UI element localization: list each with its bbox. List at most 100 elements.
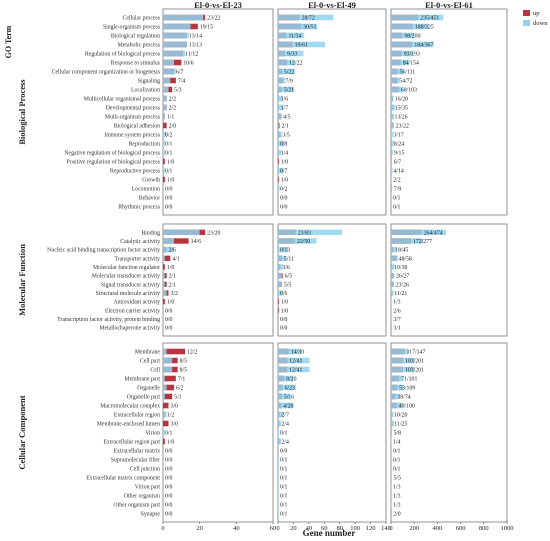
category-label: Cell junction xyxy=(130,467,160,473)
bar-down xyxy=(278,290,283,296)
bar-down xyxy=(391,95,394,102)
bar-down xyxy=(278,264,283,270)
bar-down xyxy=(391,316,392,322)
category-label: Signaling xyxy=(138,79,160,85)
bar-down xyxy=(278,32,305,39)
data-label: 11/12 xyxy=(185,52,198,58)
tick-label: 0 xyxy=(276,525,279,532)
data-label: 6/5 xyxy=(285,274,293,280)
bar-down xyxy=(278,501,279,508)
bar-down xyxy=(163,50,185,57)
data-label: 4/20 xyxy=(283,404,293,410)
data-label: 22/50 xyxy=(297,239,310,245)
category-label: Reproduction xyxy=(128,142,160,148)
category-label: Extracellular matrix component xyxy=(86,476,160,482)
data-label: 0/1 xyxy=(165,431,173,437)
data-label: 11/25 xyxy=(394,422,407,428)
data-label: 1/2 xyxy=(167,413,175,419)
bar-down xyxy=(278,113,282,120)
bar-down xyxy=(391,131,393,138)
go-term-axis-title: GO Term xyxy=(4,25,13,58)
legend-label: down xyxy=(533,20,548,27)
data-label: 172/277 xyxy=(413,239,432,245)
data-label: 6/23 xyxy=(285,386,295,392)
data-label: 0/1 xyxy=(280,494,288,500)
bar-down xyxy=(391,357,415,364)
category-label: Synapse xyxy=(141,512,161,518)
bar-up xyxy=(163,264,165,270)
bar-down xyxy=(163,375,165,382)
bar-up xyxy=(163,384,174,391)
data-label: 16/20 xyxy=(395,97,408,103)
bar-down xyxy=(163,429,165,436)
bar-down xyxy=(391,281,395,288)
category-label: Extracellular region part xyxy=(103,440,160,446)
data-label: 54/72 xyxy=(399,79,412,85)
data-label: 0/1 xyxy=(280,512,288,518)
bar-down xyxy=(391,411,394,418)
data-label: 11/21 xyxy=(394,291,407,297)
data-label: 26/27 xyxy=(396,274,409,280)
panels: El-0-vs-El-23 El-0-vs-El-49 El-0-vs-El-61 C… xyxy=(47,0,513,532)
bar-down xyxy=(163,348,167,355)
bar-up xyxy=(278,176,279,183)
tick-label: 140 xyxy=(381,525,391,532)
data-label: 0/0 xyxy=(280,196,288,202)
data-label: 0/1 xyxy=(280,458,288,464)
bar-down xyxy=(163,104,167,111)
data-label: 8/5 xyxy=(180,359,188,365)
bar-down xyxy=(278,77,285,84)
bar-down xyxy=(278,456,279,463)
tick-label: 200 xyxy=(409,525,419,532)
bar-down xyxy=(278,238,317,244)
bar-down xyxy=(278,483,279,490)
bar-down xyxy=(391,393,400,400)
bar-up xyxy=(163,272,167,279)
data-label: 0/0 xyxy=(280,205,288,211)
data-label: 0/0 xyxy=(165,308,173,314)
bar-down xyxy=(391,429,392,436)
bar-down xyxy=(278,50,304,57)
bar-down xyxy=(391,140,394,147)
legend-swatch xyxy=(523,10,530,16)
bar-down xyxy=(391,238,424,244)
data-label: 2/1 xyxy=(169,282,177,288)
data-label: 2/2 xyxy=(393,178,401,184)
data-label: 1/4 xyxy=(281,151,289,157)
bar-down xyxy=(391,32,415,39)
category-label: Supramolecular fiber xyxy=(111,457,160,464)
bar-down xyxy=(163,272,165,279)
data-label: 5/16 xyxy=(284,395,294,401)
data-label: 14/30 xyxy=(291,350,304,356)
data-label: 8/5 xyxy=(180,368,188,374)
panel-title: El-0-vs-El-49 xyxy=(308,0,356,10)
bar-down xyxy=(163,95,167,102)
bar-down xyxy=(391,50,414,57)
data-label: 0/7 xyxy=(280,169,288,175)
data-label: 2/1 xyxy=(282,124,290,130)
data-label: 13/13 xyxy=(189,43,202,49)
category-label: Cell part xyxy=(140,359,161,365)
data-label: 2/0 xyxy=(169,124,177,130)
bar-down xyxy=(163,59,174,66)
data-label: 0/0 xyxy=(280,326,288,332)
data-label: 0/0 xyxy=(165,196,173,202)
data-label: 1/0 xyxy=(167,160,175,166)
category-label: Cellular process xyxy=(122,16,160,22)
bar-up xyxy=(163,420,169,427)
category-label: Other organism part xyxy=(113,503,160,509)
category-label: Growth xyxy=(142,178,160,184)
bar-down xyxy=(391,23,429,30)
data-label: 23/22 xyxy=(396,124,409,130)
data-label: 12/2 xyxy=(187,350,197,356)
bar-down xyxy=(163,366,173,373)
data-label: 0/6 xyxy=(280,291,288,297)
data-label: 10/6 xyxy=(183,61,193,67)
data-label: 0/0 xyxy=(165,458,173,464)
bar-down xyxy=(163,14,204,21)
data-label: 23/20 xyxy=(207,230,220,236)
bar-down xyxy=(391,86,403,93)
data-label: 14/6 xyxy=(191,239,201,245)
bar-down xyxy=(163,411,167,418)
data-label: 71/101 xyxy=(401,377,417,383)
